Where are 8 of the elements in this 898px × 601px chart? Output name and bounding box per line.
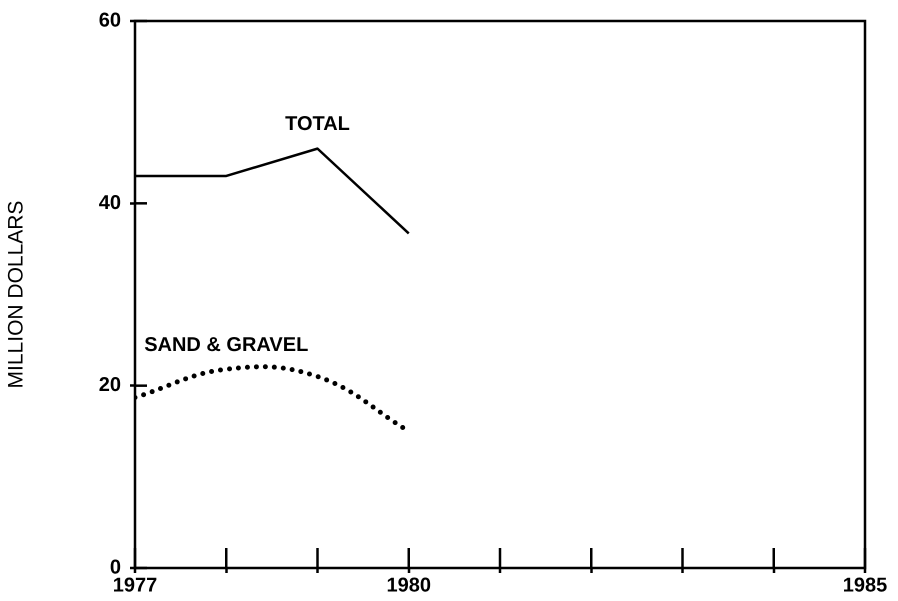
y-tick-label: 20	[98, 374, 121, 396]
x-tick-label: 1985	[842, 574, 888, 597]
y-axis-title: MILLION DOLLARS	[4, 200, 28, 388]
y-tick-label: 60	[98, 10, 121, 32]
y-tick-label: 40	[98, 192, 121, 214]
series-label: SAND & GRAVEL	[144, 334, 308, 356]
series-label: TOTAL	[285, 113, 350, 136]
x-tick-label: 1980	[386, 574, 431, 597]
